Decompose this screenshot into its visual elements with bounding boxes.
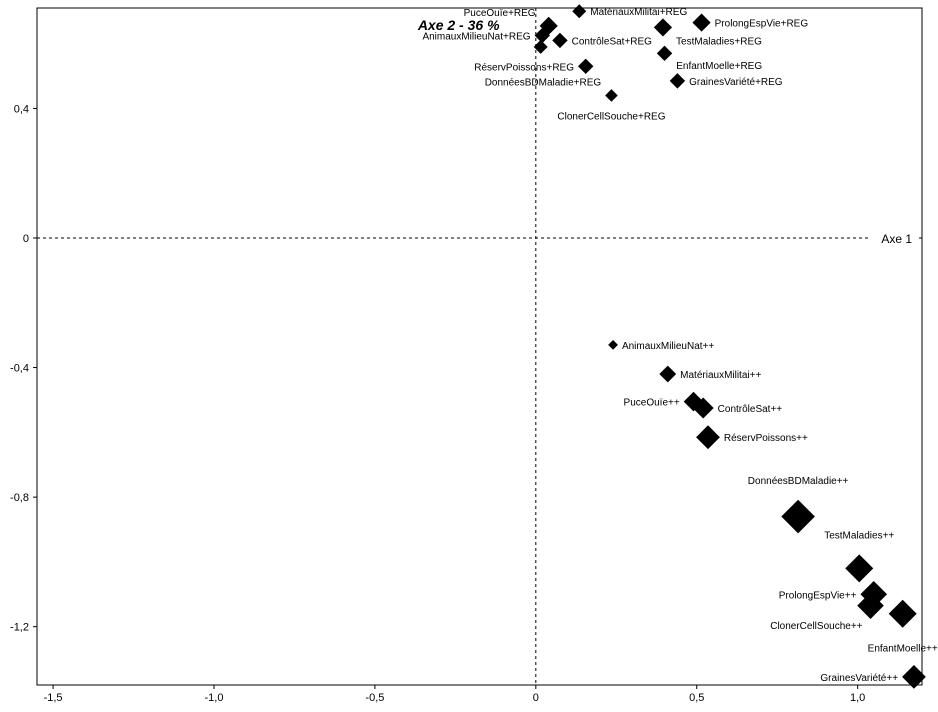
point-label: ClonerCellSouche++ <box>770 621 862 632</box>
point-label: AnimauxMilieuNat+REG <box>422 32 530 43</box>
scatter-point <box>669 73 686 89</box>
scatter-point <box>902 665 926 689</box>
x-tick-label: -1,5 <box>44 692 63 704</box>
labels-layer: PuceOuïe+REG MatériauxMilitai+REG ProlongE… <box>422 7 937 684</box>
points-layer <box>533 4 926 689</box>
point-label: ContrôleSat++ <box>718 404 783 415</box>
scatter-point <box>857 592 884 619</box>
point-label: ClonerCellSouche+REG <box>557 111 665 122</box>
x-tick-label: 0 <box>533 692 539 704</box>
point-label: MatériauxMilitai++ <box>680 370 761 381</box>
scatter-point <box>608 339 618 350</box>
point-label: GrainesVariété+REG <box>689 77 783 88</box>
point-label: EnfantMoelle++ <box>868 644 938 655</box>
scatter-point <box>653 18 673 37</box>
scatter-point <box>692 13 711 32</box>
point-label: TestMaladies++ <box>824 530 894 541</box>
x-tick-label: -0,5 <box>365 692 384 704</box>
y-axis-label: Axe 2 - 36 % <box>417 17 500 33</box>
scatter-point <box>533 39 548 54</box>
x-tick-label: -1,0 <box>205 692 224 704</box>
scatter-point <box>534 27 550 44</box>
point-label: GrainesVariété++ <box>820 673 898 684</box>
point-label: ProlongEspVie+REG <box>715 19 809 30</box>
scatter-point <box>552 32 568 49</box>
y-tick-label: -1,2 <box>10 622 29 634</box>
y-tick-label: -0,4 <box>10 363 29 375</box>
point-label: TestMaladies+REG <box>676 37 762 48</box>
scatter-point <box>659 365 677 383</box>
x-axis-label: Axe 1 <box>881 232 912 246</box>
scatter-point <box>692 397 714 419</box>
scatter-point <box>605 89 618 102</box>
y-tick-label: -0,8 <box>10 492 29 504</box>
x-tick-label: 1,0 <box>850 692 865 704</box>
point-label: DonnéesBDMaladie++ <box>748 476 849 487</box>
point-label: ProlongEspVie++ <box>779 590 857 601</box>
point-label: RéservPoissons+REG <box>474 62 574 73</box>
x-tick-label: 0,5 <box>689 692 704 704</box>
x-axis-label-background <box>868 229 918 244</box>
scatter-point <box>888 599 917 628</box>
scatter-point <box>696 425 720 450</box>
point-label: AnimauxMilieuNat++ <box>622 341 714 352</box>
ticks-layer: -1,5 -1,0 -0,5 0 0,5 1,0 0,4 0 -0,4 -0,8 -1,2 <box>10 103 865 704</box>
scatter-point <box>572 4 587 19</box>
plot-frame <box>36 7 923 686</box>
scatter-point <box>539 16 558 35</box>
point-label: PuceOuïe++ <box>624 398 680 409</box>
point-label: RéservPoissons++ <box>724 433 808 444</box>
scatter-point <box>845 554 874 583</box>
y-tick-label: 0,4 <box>14 103 29 115</box>
scatter-point <box>781 499 815 534</box>
scatter-point <box>578 58 594 75</box>
point-label: EnfantMoelle+REG <box>676 61 762 72</box>
point-label: PuceOuïe+REG <box>464 8 536 19</box>
axes-layer <box>36 7 923 686</box>
point-label: MatériauxMilitai+REG <box>590 7 687 18</box>
point-label: DonnéesBDMaladie+REG <box>485 77 602 88</box>
y-tick-label: 0 <box>23 233 29 245</box>
point-label: ContrôleSat+REG <box>572 36 653 47</box>
scatter-point <box>656 45 673 62</box>
